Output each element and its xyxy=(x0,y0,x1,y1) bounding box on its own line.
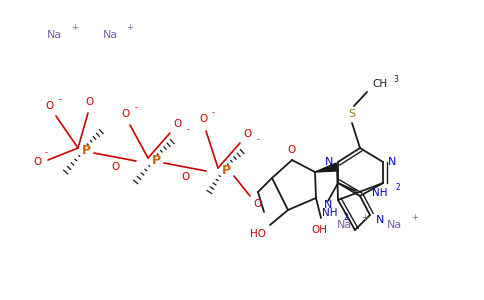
Text: CH: CH xyxy=(372,79,388,89)
Text: OH: OH xyxy=(311,225,327,235)
Text: P: P xyxy=(151,154,161,166)
Text: +: + xyxy=(126,23,134,32)
Text: -: - xyxy=(135,103,137,112)
Text: S: S xyxy=(348,109,356,119)
Text: +: + xyxy=(411,214,419,223)
Text: +: + xyxy=(72,23,78,32)
Text: -: - xyxy=(212,109,214,118)
Text: -: - xyxy=(45,148,47,158)
Text: N: N xyxy=(388,157,396,167)
Text: O: O xyxy=(111,162,119,172)
Text: O: O xyxy=(174,119,182,129)
Text: NH: NH xyxy=(372,188,388,198)
Text: O: O xyxy=(181,172,189,182)
Text: P: P xyxy=(81,143,91,157)
Text: NH: NH xyxy=(322,208,338,218)
Text: -: - xyxy=(257,136,259,145)
Text: HO: HO xyxy=(250,229,266,239)
Text: N: N xyxy=(376,215,384,225)
Text: O: O xyxy=(254,199,262,209)
Text: O: O xyxy=(244,129,252,139)
Text: +: + xyxy=(362,214,368,223)
Text: 3: 3 xyxy=(393,76,398,85)
Text: Na: Na xyxy=(337,220,353,230)
Polygon shape xyxy=(315,163,338,172)
Text: N: N xyxy=(324,200,332,210)
Text: Na: Na xyxy=(47,30,62,40)
Text: -: - xyxy=(59,95,61,104)
Text: O: O xyxy=(122,109,130,119)
Text: 2: 2 xyxy=(344,214,348,223)
Text: O: O xyxy=(288,145,296,155)
Text: -: - xyxy=(186,125,190,134)
Text: N: N xyxy=(325,157,333,167)
Text: Na: Na xyxy=(103,30,118,40)
Text: P: P xyxy=(222,164,230,176)
Text: O: O xyxy=(33,157,41,167)
Text: O: O xyxy=(86,97,94,107)
Text: Na: Na xyxy=(387,220,403,230)
Text: O: O xyxy=(200,114,208,124)
Text: 2: 2 xyxy=(395,184,400,193)
Text: O: O xyxy=(46,101,54,111)
